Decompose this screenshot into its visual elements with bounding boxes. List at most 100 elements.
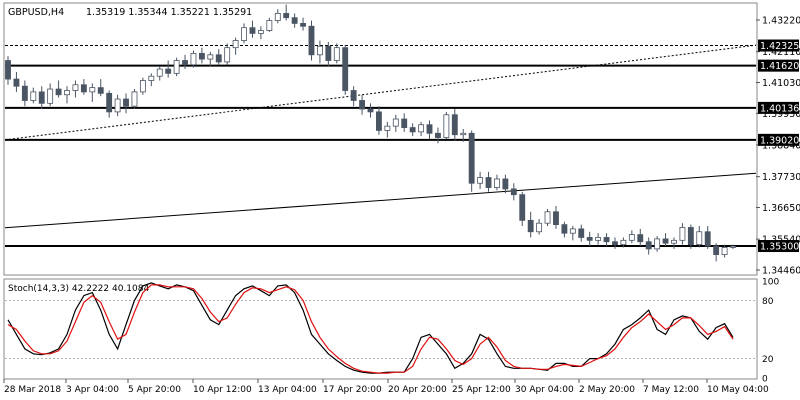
candle-body-down — [637, 234, 644, 243]
stoch-tick-label: 0 — [762, 375, 768, 385]
candle-body-up — [207, 54, 214, 60]
candle-body-down — [123, 98, 129, 107]
candle-body-down — [182, 60, 188, 66]
candle-body-down — [5, 60, 11, 80]
price-tick-label: 1.43220 — [762, 15, 800, 26]
candle-body-up — [536, 222, 543, 233]
candle-body-down — [485, 177, 492, 188]
time-axis: 28 Mar 2018 3 Apr 04:00 5 Apr 20:00 10 Apr … — [3, 379, 769, 395]
candle-body-down — [687, 227, 694, 246]
candle-body-down — [376, 111, 382, 131]
candle-body-down — [527, 219, 534, 233]
candle-body-up — [89, 87, 96, 93]
price-tick-label: 1.39950 — [762, 109, 800, 120]
candle-body-down — [215, 54, 222, 63]
price-label-text: 1.41620 — [760, 61, 799, 72]
candle-body-down — [435, 132, 441, 138]
candle-body-up — [274, 13, 281, 21]
stochastic-lines — [5, 282, 756, 374]
candle-body-up — [72, 84, 79, 91]
trendlines — [4, 44, 757, 229]
candle-body-up — [595, 237, 602, 241]
price-label-box — [758, 59, 799, 72]
price-labels: 1.42325 1.41620 1.40136 1.39020 1.35300 — [758, 39, 799, 253]
trendline-solid-1 — [4, 172, 757, 229]
time-tick-label: 7 May 12:00 — [643, 385, 699, 395]
candle-body-up — [679, 227, 686, 241]
candle-body-down — [401, 118, 408, 128]
candle-body-up — [696, 231, 703, 246]
candle-body-down — [359, 100, 365, 110]
stoch-main-line — [7, 282, 734, 374]
candle-body-down — [325, 45, 332, 61]
candle-body-down — [603, 237, 610, 243]
candle-body-up — [30, 91, 37, 101]
candle-body-down — [300, 23, 306, 27]
candle-body-down — [21, 85, 28, 101]
time-tick-label: 2 May 20:00 — [579, 385, 635, 395]
candle-body-down — [510, 188, 517, 196]
candle-body-down — [342, 47, 349, 91]
candle-body-up — [114, 98, 121, 113]
candle-body-down — [662, 238, 669, 244]
candle-body-up — [418, 124, 425, 133]
support-resistance-levels — [5, 45, 756, 248]
price-tick-label: 1.37730 — [762, 172, 800, 183]
candle-body-up — [671, 239, 677, 244]
time-tick-label: 28 Mar 2018 — [4, 385, 61, 395]
price-label-box — [758, 39, 799, 52]
candle-body-up — [232, 40, 239, 49]
candle-body-up — [156, 68, 163, 77]
candle-body-up — [620, 239, 627, 246]
candle-body-up — [266, 20, 273, 31]
price-tick-label: 1.34460 — [762, 266, 800, 277]
candle-body-down — [502, 178, 509, 190]
candle-body-down — [291, 17, 298, 24]
candle-body-up — [654, 238, 661, 250]
candle-body-up — [730, 245, 736, 248]
candle-body-down — [106, 92, 113, 113]
candle-body-up — [494, 178, 500, 188]
candle-body-down — [38, 91, 45, 104]
time-tick-label: 13 Apr 04:00 — [258, 385, 317, 395]
time-tick-label: 25 Apr 12:00 — [452, 385, 511, 395]
candle-body-up — [148, 75, 155, 81]
candle-body-up — [392, 118, 399, 127]
candle-body-down — [409, 127, 416, 133]
candle-body-down — [586, 237, 593, 241]
time-tick-label: 20 Apr 20:00 — [388, 385, 447, 395]
price-label-text: 1.40136 — [760, 103, 799, 114]
candle-body-down — [553, 211, 559, 226]
candle-body-up — [139, 80, 146, 93]
price-tick-label: 1.41030 — [762, 78, 800, 89]
price-label-text: 1.42325 — [760, 41, 799, 52]
candle-body-up — [224, 47, 231, 63]
candle-body-down — [519, 194, 526, 221]
time-tick-label: 17 Apr 20:00 — [323, 385, 382, 395]
candle-body-down — [451, 114, 458, 136]
candle-body-up — [721, 247, 728, 255]
stoch-signal-line — [7, 284, 734, 374]
time-tick-label: 3 Apr 04:00 — [66, 385, 119, 395]
candle-body-down — [308, 25, 315, 56]
candle-body-up — [628, 234, 635, 241]
price-label-box — [758, 133, 799, 146]
candle-body-up — [460, 132, 467, 136]
candle-body-up — [257, 30, 264, 34]
candle-body-up — [64, 90, 70, 96]
ohlc-readout: 1.35319 1.35344 1.35221 1.35291 — [86, 7, 252, 18]
stochastic-panel — [3, 278, 758, 380]
candles — [5, 4, 736, 262]
candle-body-down — [55, 88, 62, 96]
candle-body-down — [283, 13, 290, 19]
time-tick-label: 5 Apr 20:00 — [128, 385, 181, 395]
price-label-box — [758, 240, 799, 253]
candle-body-down — [426, 124, 433, 134]
candle-body-up — [443, 114, 450, 138]
candle-body-down — [198, 52, 205, 60]
candle-body-up — [569, 228, 576, 234]
time-tick-label: 10 Apr 12:00 — [193, 385, 252, 395]
candle-body-down — [561, 224, 568, 234]
